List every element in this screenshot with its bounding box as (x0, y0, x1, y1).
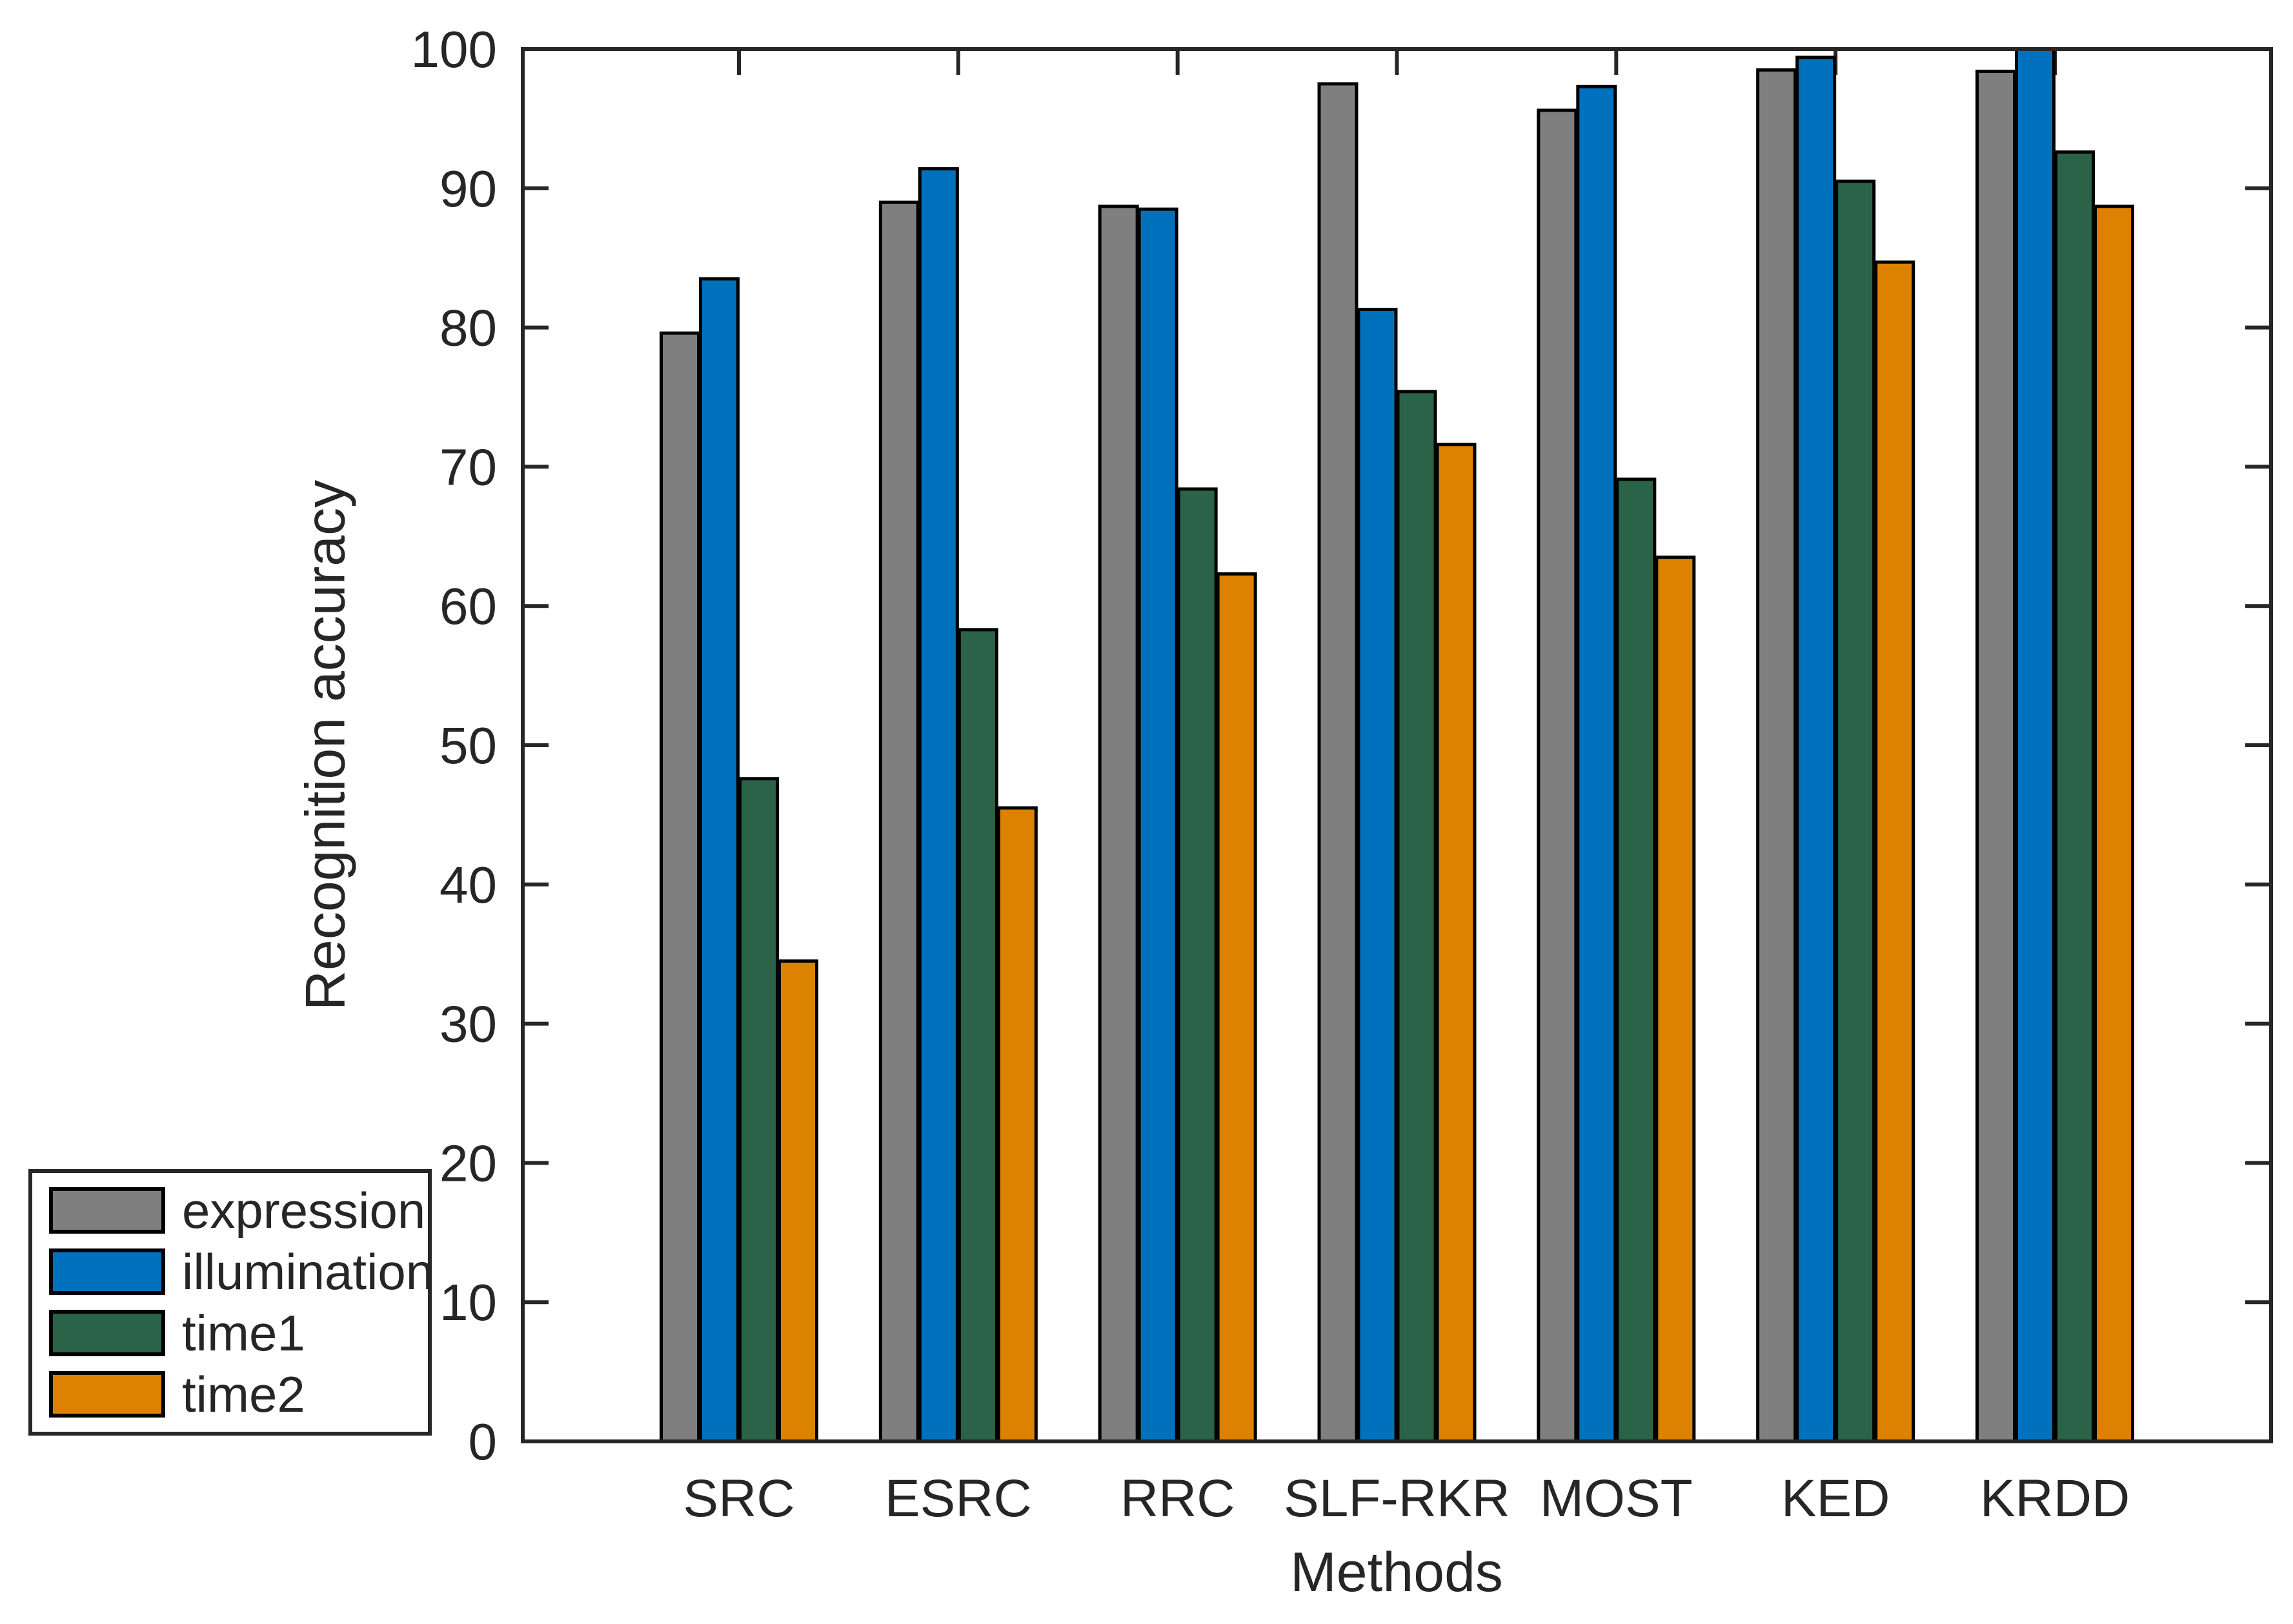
bar-KRDD-time2 (2094, 205, 2134, 1443)
bar-ESRC-time2 (996, 806, 1038, 1443)
y-axis-tick-label: 20 (439, 1134, 497, 1192)
bar-KED-time1 (1835, 179, 1876, 1443)
legend-label: time1 (182, 1305, 305, 1362)
y-axis-tick-label: 50 (439, 717, 497, 774)
x-axis-title: Methods (1290, 1541, 1503, 1603)
legend-swatch-time1 (49, 1310, 165, 1357)
bar-MOST-illumination (1576, 85, 1617, 1443)
bar-KED-expression (1756, 68, 1797, 1443)
y-axis-title: Recognition accuracy (294, 479, 357, 1011)
plot-box (521, 47, 2273, 1443)
bar-SRC-illumination (699, 277, 740, 1443)
y-axis-tick-label: 10 (439, 1274, 497, 1331)
legend-item-time2: time2 (49, 1369, 428, 1419)
legend-label: time2 (182, 1366, 305, 1423)
bar-ESRC-expression (878, 200, 920, 1443)
bar-KRDD-time1 (2054, 150, 2095, 1443)
y-axis-tick-label: 0 (469, 1413, 498, 1470)
bar-MOST-time1 (1615, 477, 1657, 1443)
x-axis-tick-label: RRC (1120, 1469, 1235, 1528)
x-axis-tick-label: KED (1781, 1469, 1890, 1528)
bar-MOST-expression (1537, 108, 1578, 1443)
x-axis-tick-label: KRDD (1980, 1469, 2130, 1528)
bar-RRC-expression (1098, 205, 1139, 1443)
legend: expression illumination time1 time2 (28, 1169, 434, 1436)
bar-KED-time2 (1874, 260, 1915, 1443)
y-axis-tick-label: 80 (439, 299, 497, 357)
legend-item-illumination: illumination (49, 1247, 434, 1297)
bar-MOST-time2 (1655, 556, 1696, 1443)
bar-KRDD-illumination (2015, 47, 2056, 1443)
bar-ESRC-time1 (957, 628, 998, 1443)
y-axis-tick-label: 70 (439, 438, 497, 496)
bar-RRC-time1 (1177, 487, 1218, 1443)
bar-SLF-RKR-illumination (1357, 308, 1398, 1443)
y-axis-tick-label: 100 (411, 21, 497, 78)
legend-label: illumination (182, 1243, 434, 1300)
y-axis-tick-label: 40 (439, 856, 497, 914)
legend-item-time1: time1 (49, 1308, 428, 1358)
x-axis-tick-label: ESRC (885, 1469, 1032, 1528)
bar-SLF-RKR-time1 (1396, 390, 1437, 1443)
bar-SLF-RKR-time2 (1435, 443, 1477, 1443)
bar-KRDD-expression (1975, 70, 2016, 1443)
y-axis-tick-label: 30 (439, 996, 497, 1053)
bar-SRC-time1 (738, 777, 779, 1443)
x-axis-tick-label: MOST (1540, 1469, 1693, 1528)
bar-RRC-illumination (1137, 207, 1178, 1443)
y-axis-tick-label: 90 (439, 160, 497, 217)
x-axis-tick-label: SLF-RKR (1284, 1469, 1510, 1528)
y-axis-tick-label: 60 (439, 577, 497, 635)
legend-swatch-illumination (49, 1248, 165, 1295)
legend-label: expression (182, 1181, 426, 1239)
bar-SRC-time2 (778, 959, 818, 1443)
bar-KED-illumination (1795, 55, 1837, 1443)
legend-item-expression: expression (49, 1185, 428, 1236)
x-axis-tick-label: SRC (683, 1469, 794, 1528)
legend-swatch-expression (49, 1187, 165, 1234)
bar-SLF-RKR-expression (1317, 82, 1359, 1443)
bar-ESRC-illumination (918, 167, 959, 1443)
legend-swatch-time2 (49, 1371, 165, 1418)
bar-SRC-expression (660, 331, 700, 1443)
bar-RRC-time2 (1216, 572, 1257, 1443)
